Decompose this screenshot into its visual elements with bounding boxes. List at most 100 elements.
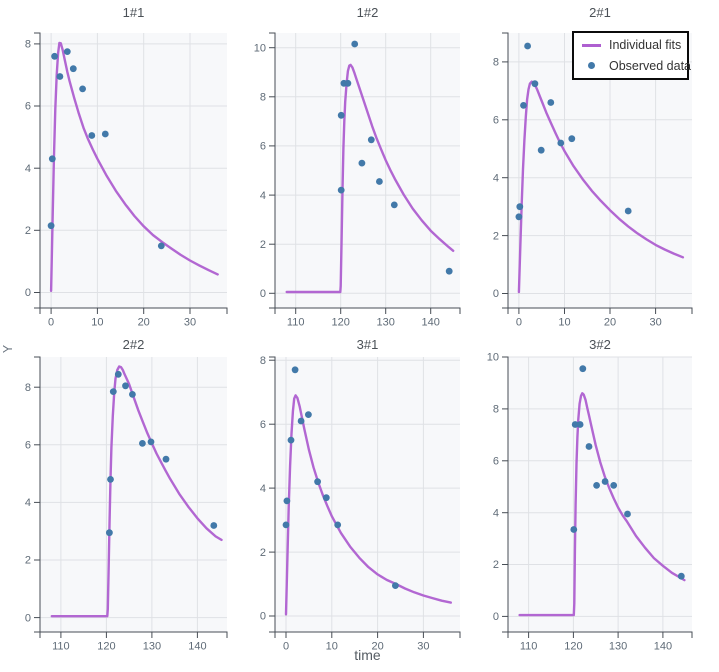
subplot-title: 3#2 (589, 337, 611, 352)
observed-point (101, 130, 109, 138)
observed-point (516, 203, 524, 211)
observed-point (579, 365, 587, 373)
observed-point (147, 438, 155, 446)
observed-point (624, 510, 631, 518)
subplot-3-2: 110 120 130 140 0 2 4 6 8 10 3#2 (487, 337, 693, 653)
observed-point (109, 388, 117, 395)
y-tick-label: 0 (260, 611, 266, 623)
legend-item-observed-data: Observed data (581, 59, 691, 73)
observed-point (106, 529, 113, 537)
y-tick-label: 6 (260, 419, 266, 431)
y-axis (34, 32, 41, 309)
fit-line (284, 394, 452, 616)
subplot-title: 1#2 (357, 5, 379, 20)
fit-line (49, 41, 219, 293)
y-tick-label: 8 (493, 57, 499, 69)
plot-area (275, 357, 460, 632)
y-tick-label: 8 (260, 92, 266, 104)
x-tick-label: 0 (283, 641, 289, 653)
fit-line (50, 365, 223, 618)
observed-point (63, 48, 71, 55)
x-axis (39, 307, 228, 314)
x-tick-label: 20 (138, 317, 150, 329)
plot-area (508, 357, 692, 632)
observed-point (515, 213, 523, 221)
fit-line (518, 392, 686, 617)
observed-point (568, 135, 576, 143)
x-tick-label: 120 (564, 641, 582, 653)
observed-point (531, 80, 539, 88)
y-tick-label: 4 (25, 163, 31, 175)
x-tick-label: 140 (422, 317, 440, 329)
fit-line (285, 63, 455, 294)
line-icon (581, 44, 601, 47)
x-tick-label: 30 (649, 317, 661, 329)
observed-point (210, 522, 218, 529)
observed-point (107, 476, 114, 483)
x-tick-label: 120 (332, 317, 350, 329)
observed-point (139, 440, 146, 447)
observed-point (287, 436, 295, 444)
x-tick-label: 20 (371, 641, 383, 653)
subplot-title: 2#2 (123, 337, 145, 352)
y-tick-label: 0 (493, 288, 499, 300)
observed-point (56, 73, 64, 80)
subplot-title: 3#1 (357, 337, 379, 352)
observed-point (593, 482, 600, 489)
observed-point (392, 582, 399, 589)
y-tick-label: 10 (254, 42, 266, 54)
observed-point (337, 186, 345, 194)
observed-point (390, 201, 398, 209)
observed-point (576, 421, 584, 428)
observed-point (585, 443, 593, 450)
y-axis (269, 32, 276, 309)
observed-point (157, 242, 165, 250)
x-tick-label: 130 (377, 317, 395, 329)
x-tick-label: 10 (326, 641, 338, 653)
observed-point (601, 478, 609, 485)
observed-point (624, 207, 632, 215)
y-tick-label: 8 (25, 39, 31, 51)
observed-point (282, 521, 290, 529)
y-tick-label: 2 (25, 555, 31, 567)
observed-point (358, 159, 366, 167)
x-axis (274, 307, 461, 314)
x-axis (507, 307, 693, 314)
observed-point (297, 417, 305, 425)
observed-point (314, 478, 321, 486)
observed-dot-swatch (581, 61, 601, 71)
x-tick-label: 20 (604, 317, 616, 329)
x-tick-label: 130 (609, 641, 627, 653)
observed-point (344, 79, 352, 87)
observed-point (114, 370, 122, 378)
y-tick-label: 8 (25, 382, 31, 394)
observed-point (445, 267, 453, 275)
y-tick-label: 6 (493, 456, 499, 468)
observed-point (162, 455, 170, 463)
observed-point (48, 155, 56, 163)
observed-point (47, 222, 55, 230)
y-tick-label: 0 (493, 611, 499, 623)
legend-label-individual-fits: Individual fits (609, 38, 682, 53)
x-tick-label: 10 (91, 317, 103, 329)
y-tick-label: 2 (493, 230, 499, 242)
subplot-1-2: 110 120 130 140 0 2 4 6 8 10 1#2 (254, 5, 461, 329)
fit-line-swatch (581, 40, 601, 50)
x-axis (274, 631, 461, 638)
y-tick-label: 0 (25, 287, 31, 299)
y-axis (502, 32, 509, 309)
fit-line (517, 80, 685, 294)
y-tick-label: 4 (493, 172, 499, 184)
observed-point (570, 526, 578, 533)
plot-area (40, 357, 227, 632)
y-tick-label: 4 (260, 190, 266, 202)
observed-point (524, 42, 531, 50)
y-tick-label: 6 (493, 115, 499, 127)
x-tick-label: 30 (417, 641, 429, 653)
x-tick-label: 0 (48, 317, 54, 329)
y-tick-label: 6 (25, 101, 31, 113)
y-axis-label: Y (1, 344, 15, 354)
y-tick-label: 10 (487, 352, 499, 364)
